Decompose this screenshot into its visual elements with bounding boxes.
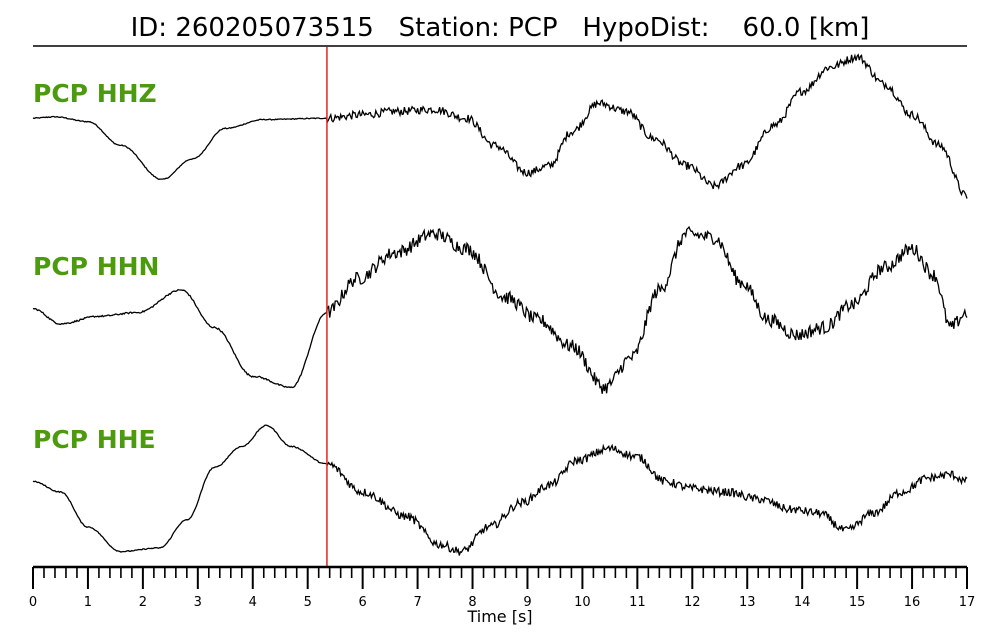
figure-title: ID: 260205073515 Station: PCP HypoDist: … [131, 13, 870, 43]
tick-label: 7 [413, 595, 421, 610]
time-axis-label: Time [s] [466, 607, 532, 626]
time-axis-ticks: 0 1 2 3 4 5 6 7 8 9 10 11 12 13 14 15 16 17 [29, 567, 975, 610]
tick-label: 17 [959, 595, 976, 610]
tick-label: 14 [794, 595, 811, 610]
trace-pcp-hhn: PCP HHN [32, 225, 968, 394]
tick-label: 11 [629, 595, 646, 610]
time-axis: 0 1 2 3 4 5 6 7 8 9 10 11 12 13 14 15 16 17 Time [s] [29, 565, 975, 626]
waveform-line [32, 225, 968, 394]
tick-label: 3 [194, 595, 202, 610]
trace-pcp-hhz: PCP HHZ [32, 53, 968, 199]
tick-label: 10 [574, 595, 591, 610]
trace-label: PCP HHN [33, 252, 159, 281]
trace-label: PCP HHE [33, 425, 156, 454]
trace-pcp-hhe: PCP HHE [32, 424, 968, 556]
tick-label: 1 [84, 595, 92, 610]
tick-label: 5 [304, 595, 312, 610]
waveform-line [32, 424, 968, 556]
tick-label: 12 [684, 595, 701, 610]
tick-label: 0 [29, 595, 37, 610]
tick-label: 8 [468, 595, 476, 610]
trace-label: PCP HHZ [33, 79, 157, 108]
tick-label: 2 [139, 595, 147, 610]
tick-label: 16 [904, 595, 921, 610]
tick-label: 13 [739, 595, 756, 610]
trace-panel: PCP HHZ PCP HHN PCP HHE [32, 53, 968, 556]
tick-label: 9 [523, 595, 531, 610]
waveform-line [32, 53, 968, 199]
tick-label: 6 [359, 595, 367, 610]
tick-label: 15 [849, 595, 866, 610]
tick-label: 4 [249, 595, 257, 610]
